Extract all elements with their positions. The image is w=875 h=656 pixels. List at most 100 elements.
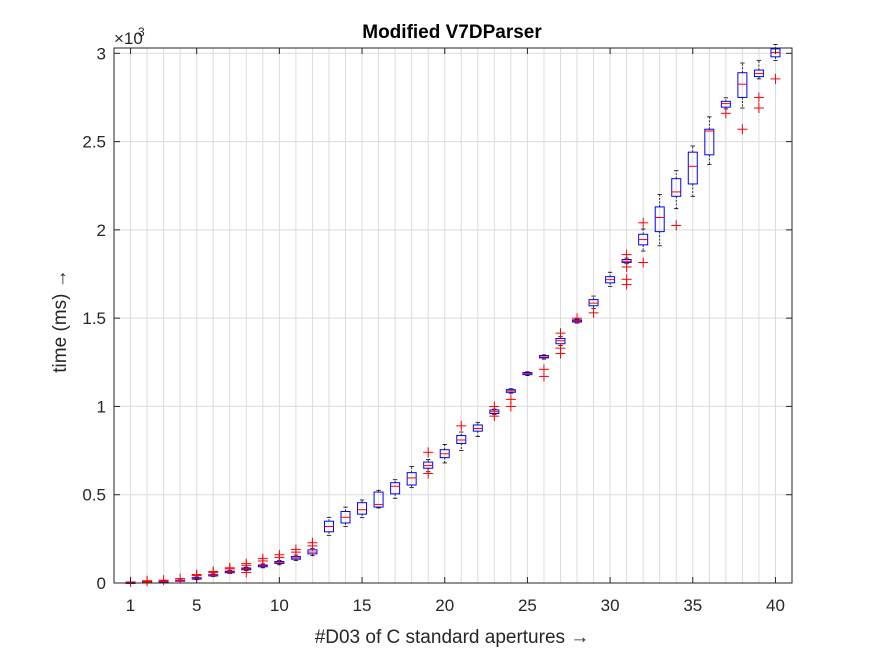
outlier-marker	[423, 447, 434, 458]
x-tick-label: 40	[766, 596, 785, 615]
x-tick-label: 15	[353, 596, 372, 615]
outlier-marker	[753, 92, 764, 103]
outlier-marker	[489, 411, 500, 422]
x-tick-label: 20	[435, 596, 454, 615]
outlier-marker	[621, 274, 632, 285]
y-multiplier-label: ×10	[114, 29, 143, 48]
outlier-marker	[588, 307, 599, 318]
outlier-marker	[142, 575, 153, 586]
x-tick-label: 10	[270, 596, 289, 615]
outlier-marker	[274, 549, 285, 560]
outlier-marker	[621, 261, 632, 272]
x-axis-label: #D03 of C standard apertures →	[315, 627, 590, 648]
y-tick-label: 2	[97, 221, 106, 240]
box-group	[720, 97, 731, 119]
y-tick-label: 1	[97, 397, 106, 416]
box-group	[456, 420, 467, 451]
outlier-marker	[456, 420, 467, 431]
box-group	[654, 194, 665, 247]
box-group	[224, 562, 235, 574]
box-group	[621, 249, 632, 290]
outlier-marker	[224, 562, 235, 573]
outlier-marker	[770, 73, 781, 84]
x-tick-label: 1	[126, 596, 135, 615]
box-group	[406, 466, 417, 489]
box-group	[638, 217, 649, 268]
box-group	[505, 388, 516, 412]
box-group	[241, 558, 252, 578]
box-group	[555, 328, 566, 359]
box-iqr	[687, 151, 698, 185]
outlier-marker	[290, 544, 301, 555]
box-group	[357, 499, 368, 519]
outlier-marker	[638, 257, 649, 268]
box-layer	[125, 44, 781, 587]
box-group	[753, 59, 764, 114]
box-iqr	[373, 491, 384, 508]
outlier-marker	[257, 553, 268, 564]
box-group	[373, 489, 384, 509]
x-tick-label: 5	[192, 596, 201, 615]
box-iqr	[357, 502, 368, 515]
box-group	[737, 62, 748, 135]
box-group	[257, 553, 268, 569]
box-group	[390, 479, 401, 499]
box-group	[439, 443, 450, 464]
y-tick-label: 0.5	[82, 486, 106, 505]
y-tick-label: 0	[97, 574, 106, 593]
box-iqr	[737, 72, 748, 98]
box-group	[671, 170, 682, 231]
outlier-marker	[489, 401, 500, 412]
box-group	[340, 506, 351, 527]
box-iqr	[720, 100, 731, 108]
outlier-marker	[505, 394, 516, 405]
axes-background	[114, 48, 792, 583]
outlier-marker	[671, 220, 682, 231]
outlier-marker	[208, 566, 219, 577]
outlier-marker	[241, 558, 252, 569]
y-axis-exponent: ×10 3	[114, 25, 145, 48]
x-tick-label: 25	[518, 596, 537, 615]
box-iqr	[654, 206, 665, 233]
outlier-marker	[158, 575, 169, 586]
outlier-marker	[307, 537, 318, 548]
box-group	[175, 573, 186, 584]
outlier-marker	[638, 217, 649, 228]
box-group	[687, 145, 698, 197]
box-group	[208, 566, 219, 578]
outlier-marker	[555, 328, 566, 339]
box-group	[274, 549, 285, 566]
chart-title: Modified V7DParser	[362, 22, 542, 43]
y-tick-label: 3	[97, 44, 106, 63]
outlier-marker	[572, 313, 583, 324]
y-multiplier-exponent: 3	[138, 25, 145, 39]
box-group	[704, 116, 715, 165]
box-group	[538, 354, 549, 382]
y-tick-label: 1.5	[82, 309, 106, 328]
outlier-marker	[538, 364, 549, 375]
x-tick-label: 30	[601, 596, 620, 615]
box-group	[522, 371, 533, 376]
outlier-marker	[753, 103, 764, 114]
box-group	[605, 271, 616, 287]
y-axis-label: time (ms) →	[50, 269, 71, 372]
outlier-marker	[175, 573, 186, 584]
box-group	[588, 295, 599, 318]
x-tick-label: 35	[683, 596, 702, 615]
outlier-marker	[555, 343, 566, 354]
box-iqr	[704, 128, 715, 156]
outlier-marker	[737, 124, 748, 135]
y-tick-label: 2.5	[82, 133, 106, 152]
box-iqr	[390, 482, 401, 495]
box-iqr	[671, 178, 682, 197]
grid-layer	[113, 48, 793, 584]
box-group	[307, 537, 318, 557]
box-group	[572, 313, 583, 324]
box-group	[290, 544, 301, 561]
box-iqr	[406, 472, 417, 486]
box-group	[323, 516, 334, 536]
box-group	[489, 401, 500, 422]
box-group	[423, 447, 434, 479]
